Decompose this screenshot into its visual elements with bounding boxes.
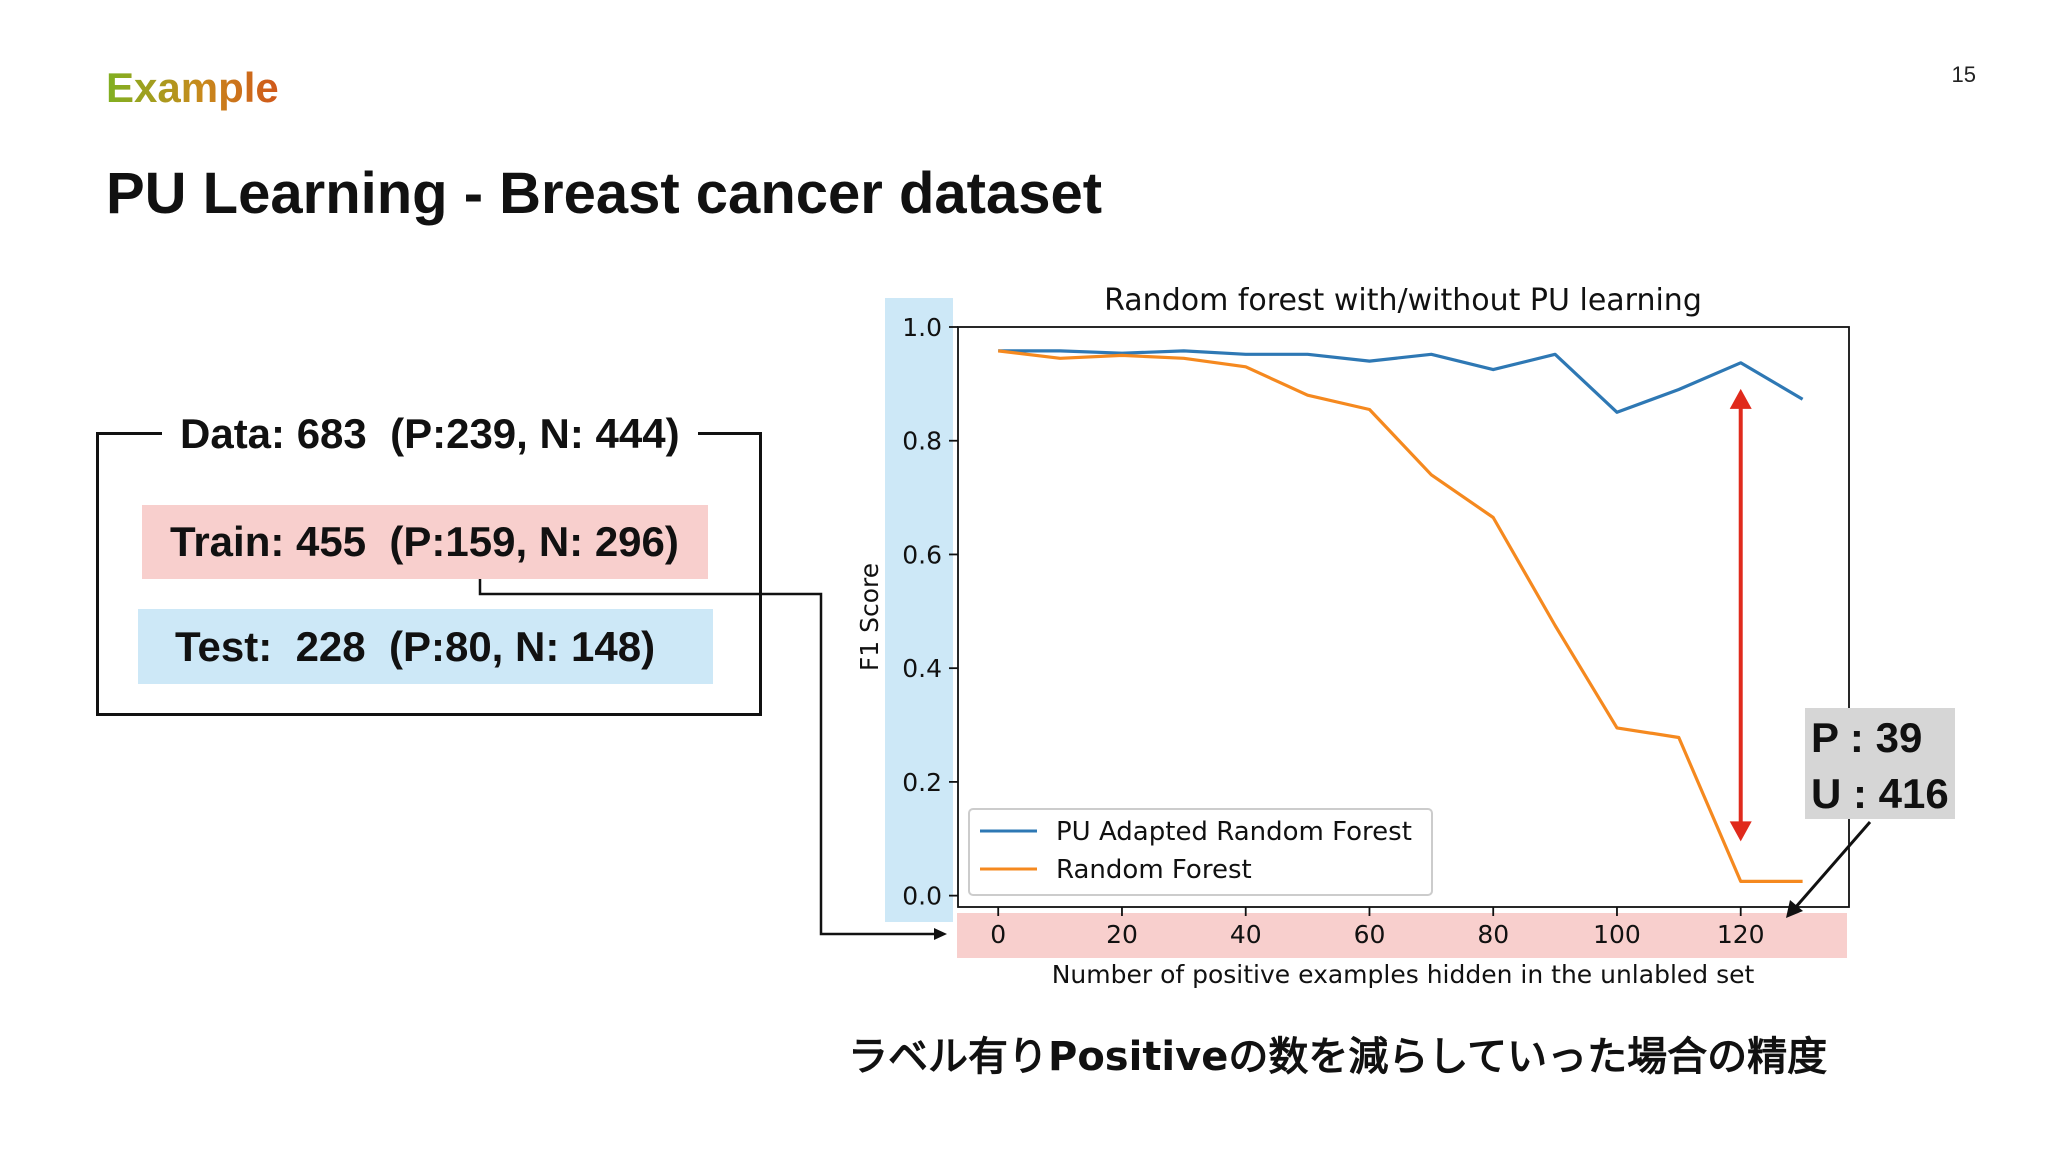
u-count-label: U : 416 bbox=[1811, 770, 1949, 817]
series-line-pu-adapted-random-forest bbox=[998, 349, 1804, 414]
legend-label-pu: PU Adapted Random Forest bbox=[1056, 817, 1412, 847]
x-tick-label: 0 bbox=[990, 920, 1006, 949]
gap-arrow-head-bottom bbox=[1729, 821, 1752, 842]
y-tick-label: 0.8 bbox=[902, 427, 942, 456]
slide-number: 15 bbox=[1951, 62, 1976, 87]
chart-title: Random forest with/without PU learning bbox=[1104, 283, 1702, 318]
y-tick-label: 0.4 bbox=[902, 654, 942, 683]
gap-arrow-head-top bbox=[1729, 388, 1752, 409]
connector-arrowhead bbox=[934, 928, 947, 940]
pu-pointer-head bbox=[1786, 900, 1803, 918]
data-total-label: Data: 683 (P:239, N: 444) bbox=[162, 410, 698, 458]
y-tick-label: 0.6 bbox=[902, 540, 942, 569]
x-tick-label: 80 bbox=[1477, 920, 1509, 949]
y-axis-highlight bbox=[885, 298, 953, 922]
legend-box bbox=[968, 808, 1433, 896]
x-tick-label: 60 bbox=[1354, 920, 1386, 949]
x-tick-label: 120 bbox=[1717, 920, 1765, 949]
pu-pointer-line bbox=[1793, 821, 1872, 909]
x-axis-highlight bbox=[957, 913, 1847, 958]
y-tick-label: 1.0 bbox=[902, 313, 942, 342]
legend-label-rf: Random Forest bbox=[1056, 855, 1252, 885]
train-to-xaxis-connector bbox=[478, 568, 938, 936]
x-tick-label: 40 bbox=[1230, 920, 1262, 949]
x-tick-label: 100 bbox=[1593, 920, 1641, 949]
y-tick-label: 0.0 bbox=[902, 882, 942, 911]
x-tick-label: 20 bbox=[1106, 920, 1138, 949]
section-eyebrow: Example bbox=[106, 64, 279, 111]
test-split-bar: Test: 228 (P:80, N: 148) bbox=[138, 609, 713, 684]
p-count-label: P : 39 bbox=[1811, 714, 1923, 761]
pu-count-box: P : 39 U : 416 bbox=[1805, 708, 1955, 819]
slide-title: PU Learning - Breast cancer dataset bbox=[106, 161, 1103, 226]
y-tick-label: 0.2 bbox=[902, 768, 942, 797]
train-split-bar: Train: 455 (P:159, N: 296) bbox=[142, 505, 708, 579]
plot-frame bbox=[957, 326, 1850, 908]
y-axis-label: F1 Score bbox=[855, 563, 884, 671]
series-line-random-forest bbox=[998, 349, 1803, 884]
slide-caption: ラベル有りPositiveの数を減らしていった場合の精度 bbox=[848, 1034, 1828, 1080]
x-axis-label: Number of positive examples hidden in th… bbox=[1052, 960, 1755, 989]
